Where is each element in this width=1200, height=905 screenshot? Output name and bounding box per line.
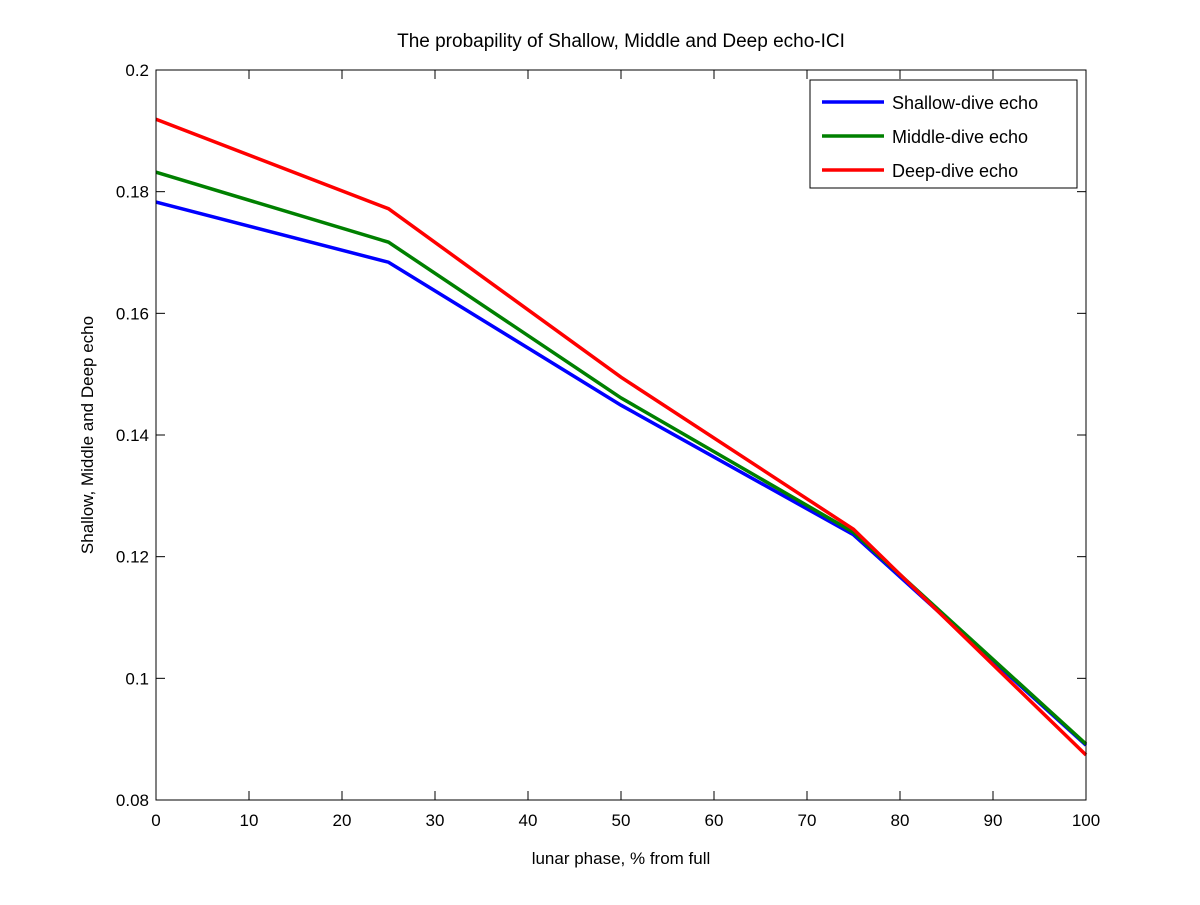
legend-label: Shallow-dive echo: [892, 93, 1038, 113]
y-tick-label: 0.16: [116, 304, 149, 323]
x-tick-label: 0: [151, 811, 160, 830]
x-tick-label: 10: [240, 811, 259, 830]
x-tick-label: 60: [705, 811, 724, 830]
y-tick-label: 0.2: [125, 61, 149, 80]
series-line-middle-dive-echo: [155, 170, 1088, 746]
legend-label: Middle-dive echo: [892, 127, 1028, 147]
x-tick-label: 40: [519, 811, 538, 830]
x-tick-label: 50: [612, 811, 631, 830]
x-tick-label: 90: [984, 811, 1003, 830]
x-tick-label: 80: [891, 811, 910, 830]
chart-title: The probapility of Shallow, Middle and D…: [397, 31, 845, 52]
y-tick-label: 0.08: [116, 791, 149, 810]
y-axis-label: Shallow, Middle and Deep echo: [78, 316, 97, 554]
legend-label: Deep-dive echo: [892, 161, 1018, 181]
y-tick-label: 0.12: [116, 548, 149, 567]
y-tick-label: 0.14: [116, 426, 149, 445]
series-line-shallow-dive-echo: [155, 200, 1088, 747]
x-tick-label: 20: [333, 811, 352, 830]
x-axis-label: lunar phase, % from full: [532, 849, 711, 868]
x-tick-label: 100: [1072, 811, 1100, 830]
y-tick-label: 0.1: [125, 669, 149, 688]
x-tick-label: 70: [798, 811, 817, 830]
legend: Shallow-dive echo Middle-dive echo Deep-di…: [809, 79, 1078, 189]
x-tick-label: 30: [426, 811, 445, 830]
series-line-deep-dive-echo: [155, 117, 1088, 757]
plot-area-frame: [155, 69, 1087, 801]
y-tick-label: 0.18: [116, 183, 149, 202]
